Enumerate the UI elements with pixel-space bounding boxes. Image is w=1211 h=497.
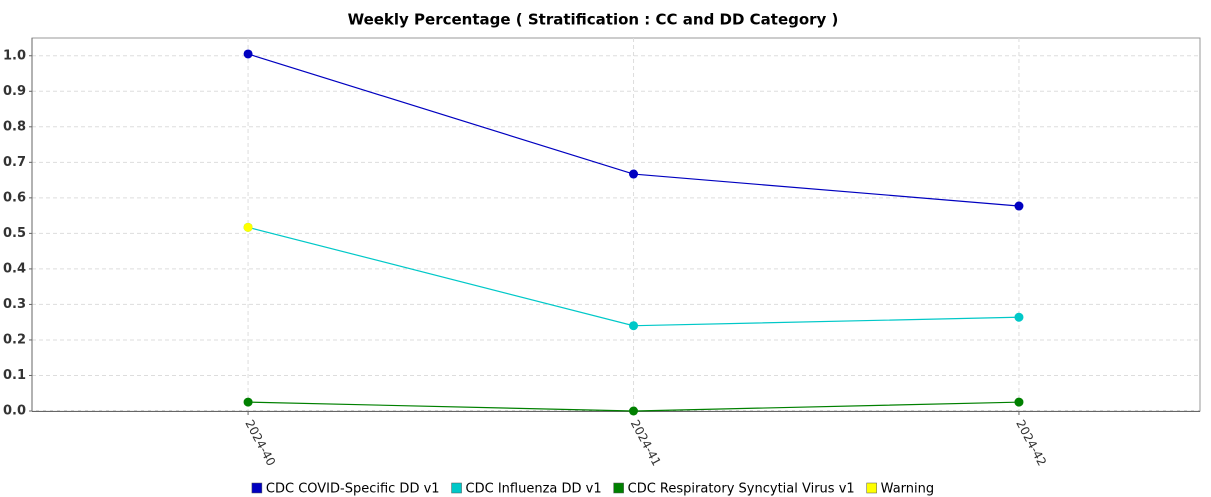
legend-swatch <box>451 482 462 494</box>
y-tick-label: 0.9 <box>3 84 26 99</box>
legend-label: CDC Influenza DD v1 <box>466 482 602 497</box>
legend-swatch <box>613 482 624 494</box>
legend-label: Warning <box>881 482 934 497</box>
y-tick-label: 0.6 <box>3 190 26 205</box>
data-point <box>243 397 253 407</box>
legend: CDC COVID-Specific DD v1 CDC Influenza DD… <box>251 482 934 497</box>
legend-label: CDC COVID-Specific DD v1 <box>266 482 440 497</box>
data-point <box>1014 312 1024 322</box>
y-tick-label: 0.3 <box>3 297 26 312</box>
y-tick-label: 0.4 <box>3 261 26 276</box>
y-tick-label: 0.0 <box>3 404 26 419</box>
y-tick-label: 0.5 <box>3 226 26 241</box>
data-point <box>1014 201 1024 211</box>
data-point <box>1014 397 1024 407</box>
y-tick-label: 0.2 <box>3 332 26 347</box>
legend-label: CDC Respiratory Syncytial Virus v1 <box>628 482 855 497</box>
y-tick-label: 0.1 <box>3 368 26 383</box>
data-point <box>243 49 253 59</box>
data-point <box>243 222 253 232</box>
y-tick-label: 0.8 <box>3 119 26 134</box>
x-tick-label: 2024-40 <box>242 417 278 468</box>
x-tick-label: 2024-41 <box>628 417 664 468</box>
data-point <box>629 321 639 331</box>
y-tick-label: 0.7 <box>3 155 26 170</box>
data-point <box>629 406 639 416</box>
plot-area <box>31 37 1201 412</box>
legend-swatch <box>866 482 877 494</box>
x-tick-label: 2024-42 <box>1013 417 1049 468</box>
y-tick-label: 1.0 <box>3 48 26 63</box>
data-point <box>629 169 639 179</box>
legend-swatch <box>251 482 263 494</box>
chart-title: Weekly Percentage ( Stratification : CC … <box>348 11 839 29</box>
